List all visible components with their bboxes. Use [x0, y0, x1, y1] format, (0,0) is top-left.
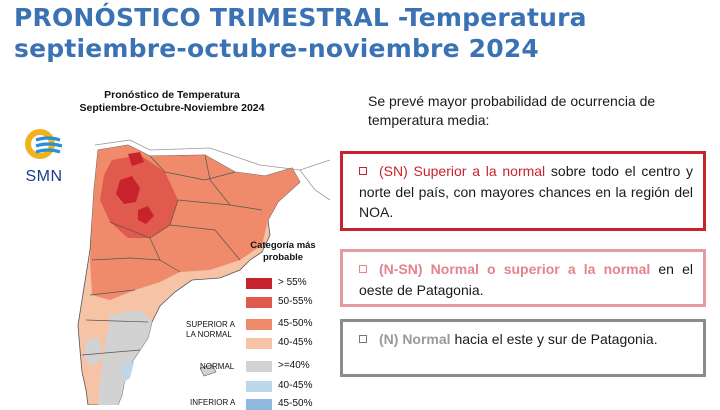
legend-group-superior-line-1: SUPERIOR A: [186, 320, 235, 329]
legend-title: Categoría más probable: [237, 240, 329, 264]
legend-group-inferior: INFERIOR A: [190, 398, 236, 407]
box-highlight: (N-SN) Normal o superior a la normal: [379, 261, 651, 277]
legend-title-line-1: Categoría más: [250, 240, 316, 251]
sun-wave-icon: [25, 129, 63, 159]
legend-label: 40-45%: [278, 337, 313, 348]
box-highlight: (N) Normal: [379, 331, 451, 347]
legend-label: 45-50%: [278, 398, 313, 409]
checkbox-icon: [359, 167, 367, 175]
forecast-box-normal-superior: (N-SN) Normal o superior a la normal en …: [340, 249, 706, 307]
region-over-55: [138, 206, 154, 224]
legend-label: 50-55%: [278, 296, 313, 307]
legend-label: >=40%: [278, 360, 310, 371]
legend-group-normal: NORMAL: [200, 362, 235, 371]
slide-title: PRONÓSTICO TRIMESTRAL -Temperatura septi…: [14, 2, 587, 64]
map-title-line-1: Pronóstico de Temperatura: [104, 89, 240, 101]
checkbox-icon: [359, 335, 367, 343]
legend-label: 45-50%: [278, 318, 313, 329]
map-title: Pronóstico de Temperatura Septiembre-Oct…: [52, 89, 292, 115]
legend-label: 40-45%: [278, 380, 313, 391]
region-50-55: [100, 155, 178, 238]
box-text: hacia el este y sur de Patagonia.: [450, 331, 658, 347]
title-line-2: septiembre-octubre-noviembre 2024: [14, 34, 540, 63]
legend-group-superior-line-2: LA NORMAL: [186, 330, 232, 339]
legend-label: > 55%: [278, 277, 307, 288]
title-line-1: PRONÓSTICO TRIMESTRAL -Temperatura: [14, 3, 587, 32]
region-inferior: [124, 362, 134, 382]
legend-swatch: [246, 381, 272, 392]
islands-shape: [199, 364, 217, 377]
region-over-55: [128, 152, 144, 166]
intro-text: Se prevé mayor probabilidad de ocurrenci…: [368, 93, 656, 128]
legend-swatch: [246, 297, 272, 308]
logo-text: SMN: [25, 168, 63, 185]
box-text: en el oeste de Patagonia.: [359, 261, 693, 298]
province-border: [89, 289, 136, 296]
legend-swatch: [246, 278, 272, 289]
forecast-box-normal: (N) Normal hacia el este y sur de Patago…: [340, 319, 706, 377]
legend-group-superior: SUPERIOR A LA NORMAL: [186, 320, 235, 340]
legend-title-line-2: probable: [262, 252, 304, 263]
forecast-box-superior: (SN) Superior a la normal sobre todo el …: [340, 151, 706, 231]
legend-swatch: [246, 361, 272, 372]
checkbox-icon: [359, 265, 367, 273]
province-border: [169, 224, 241, 261]
province-border: [85, 319, 149, 323]
region-normal: [84, 338, 102, 366]
province-border: [91, 257, 161, 261]
legend-swatch: [246, 319, 272, 330]
argentina-forecast-map: [77, 139, 331, 405]
province-border: [109, 199, 179, 239]
province-border: [204, 154, 231, 206]
province-border: [149, 155, 236, 181]
box-highlight: (SN) Superior a la normal: [379, 163, 546, 179]
smn-logo: SMN: [14, 122, 74, 197]
box-text: sobre todo el centro y norte del país, c…: [359, 163, 693, 220]
map-title-line-2: Septiembre-Octubre-Noviembre 2024: [79, 102, 265, 114]
neighbor-border-line: [299, 169, 331, 201]
region-normal: [98, 310, 152, 405]
region-over-55: [116, 176, 140, 204]
province-border: [81, 349, 141, 356]
legend-swatch: [246, 338, 272, 349]
